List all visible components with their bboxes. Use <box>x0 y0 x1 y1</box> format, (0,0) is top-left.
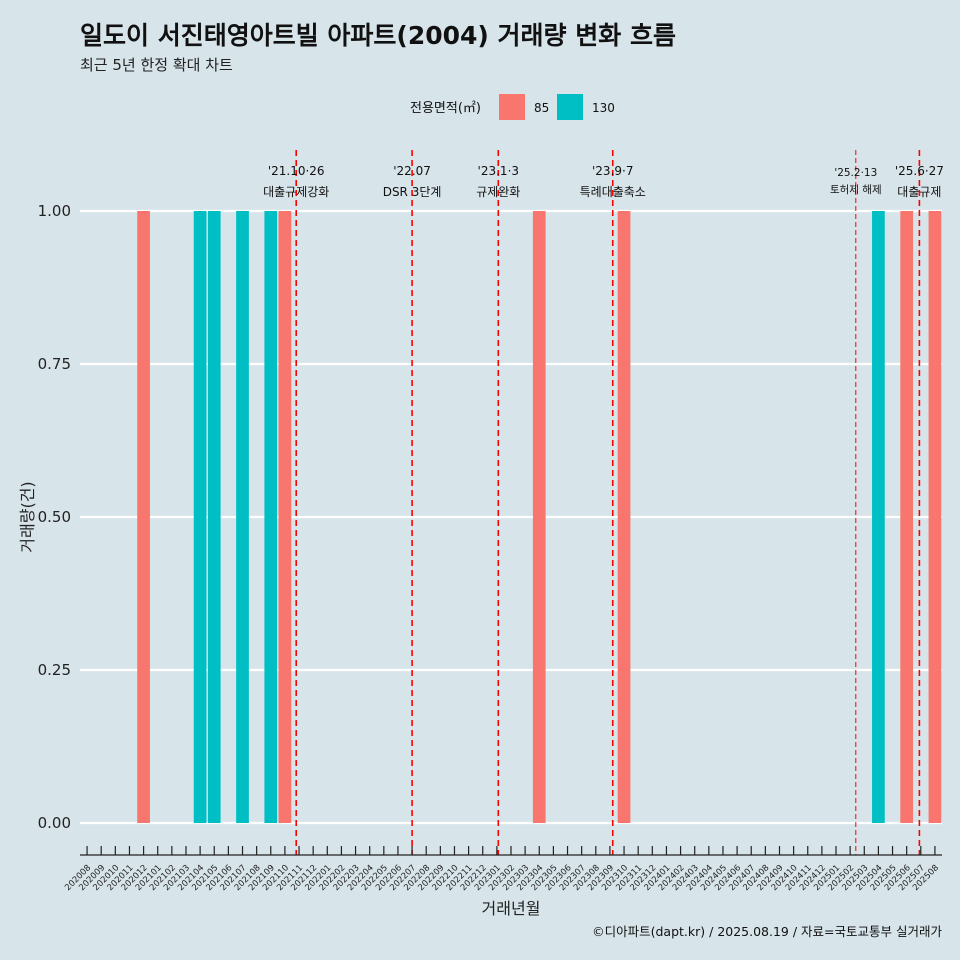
bar-202506-85 <box>900 211 914 823</box>
event-label-2: 규제완화 <box>476 185 520 199</box>
event-date-0: '21.10·26 <box>268 164 325 178</box>
y-axis-ticks: 0.00 0.25 0.50 0.75 1.00 <box>38 202 71 832</box>
x-axis: 2020082020092020102020112020122021012021… <box>63 846 942 893</box>
legend-label-130: 130 <box>592 101 615 115</box>
legend-label-85: 85 <box>534 101 549 115</box>
event-label-3: 특례대출축소 <box>580 185 646 199</box>
bar-202304-85 <box>532 211 546 823</box>
bar-202109-130 <box>264 211 278 823</box>
event-label-4: 토허제 해제 <box>830 183 882 196</box>
event-date-5: '25.6·27 <box>895 164 944 178</box>
bar-202310-85 <box>617 211 631 823</box>
y-tick-label: 0.25 <box>38 661 71 679</box>
x-axis-title: 거래년월 <box>482 899 541 918</box>
legend-swatch-130 <box>557 94 583 120</box>
bar-202508-85 <box>928 211 942 823</box>
event-label-1: DSR 3단계 <box>383 185 442 199</box>
bar-202104-130 <box>193 211 207 823</box>
bar-202504-130 <box>872 211 885 823</box>
chart-title: 일도이 서진태영아트빌 아파트(2004) 거래량 변화 흐름 <box>80 21 676 50</box>
event-date-2: '23.1·3 <box>478 164 519 178</box>
bar-202107-130 <box>236 211 249 823</box>
chart-subtitle: 최근 5년 한정 확대 차트 <box>80 56 233 74</box>
legend: 전용면적(㎡) 85 130 <box>410 94 615 120</box>
event-label-5: 대출규제 <box>897 185 941 199</box>
y-tick-label: 0.00 <box>38 814 71 832</box>
caption: ©디아파트(dapt.kr) / 2025.08.19 / 자료=국토교통부 실… <box>592 924 942 939</box>
event-date-4: '25.2·13 <box>834 167 877 179</box>
legend-swatch-85 <box>499 94 525 120</box>
gridlines <box>80 209 942 825</box>
event-label-0: 대출규제강화 <box>263 185 329 199</box>
event-lines: '21.10·26 대출규제강화 '22.07 DSR 3단계 '23.1·3 규제완화 '… <box>263 150 944 855</box>
legend-title: 전용면적(㎡) <box>410 101 481 116</box>
y-tick-label: 0.50 <box>38 508 71 526</box>
event-date-3: '23.9·7 <box>592 164 633 178</box>
bar-202110-85 <box>278 211 292 823</box>
y-tick-label: 0.75 <box>38 355 71 373</box>
event-date-1: '22.07 <box>393 164 431 178</box>
bar-202105-130 <box>207 211 221 823</box>
y-axis-title: 거래량(건) <box>18 481 37 552</box>
bars <box>137 211 942 823</box>
bar-202012-85 <box>137 211 150 823</box>
y-tick-label: 1.00 <box>38 202 71 220</box>
